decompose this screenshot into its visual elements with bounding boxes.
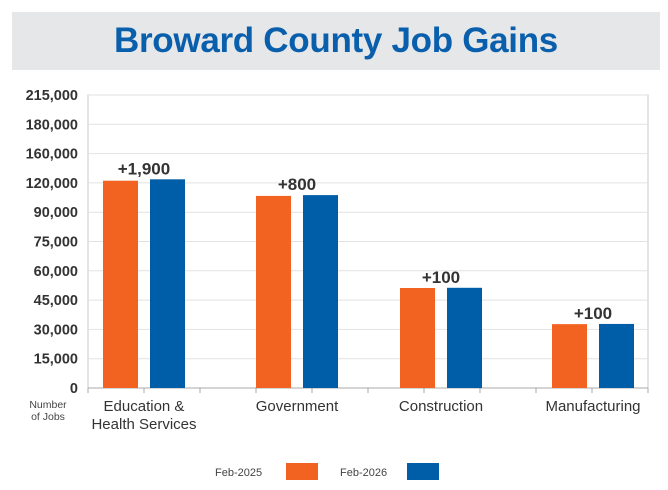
y-tick-label: 90,000 bbox=[34, 205, 78, 221]
legend-label: Feb-2026 bbox=[340, 467, 387, 479]
y-tick-label: 120,000 bbox=[26, 176, 78, 192]
category-label: Construction bbox=[399, 398, 483, 415]
bar-feb-2026-1 bbox=[303, 195, 338, 388]
data-label: +100 bbox=[422, 268, 460, 287]
category-label: Health Services bbox=[91, 416, 196, 433]
category-label: Education & bbox=[104, 398, 185, 415]
y-tick-label: 45,000 bbox=[34, 293, 78, 309]
y-tick-label: 160,000 bbox=[26, 147, 78, 163]
category-label: Government bbox=[256, 398, 339, 415]
data-label: +100 bbox=[574, 304, 612, 323]
legend-swatch bbox=[286, 463, 318, 480]
bar-feb-2025-1 bbox=[256, 195, 291, 388]
y-tick-label: 215,000 bbox=[26, 88, 78, 104]
legend-swatch bbox=[407, 463, 439, 480]
chart-title: Broward County Job Gains bbox=[114, 21, 558, 60]
data-label: +800 bbox=[278, 175, 316, 194]
legend-label: Feb-2025 bbox=[215, 467, 262, 479]
y-tick-label: 75,000 bbox=[34, 235, 78, 251]
bar-feb-2026-0 bbox=[150, 179, 185, 388]
y-tick-label: 15,000 bbox=[34, 352, 78, 368]
y-tick-label: 180,000 bbox=[26, 117, 78, 133]
data-label: +1,900 bbox=[118, 159, 170, 178]
title-bar: Broward County Job Gains bbox=[12, 12, 660, 70]
bar-feb-2026-2 bbox=[447, 287, 482, 388]
y-axis-label-line1: Number bbox=[29, 399, 67, 411]
bar-feb-2026-3 bbox=[599, 323, 634, 388]
bar-feb-2025-2 bbox=[400, 287, 435, 388]
y-tick-label: 60,000 bbox=[34, 264, 78, 280]
y-axis-label-line2: of Jobs bbox=[31, 411, 65, 423]
bar-feb-2025-3 bbox=[552, 324, 587, 388]
category-label: Manufacturing bbox=[545, 398, 640, 415]
bar-feb-2025-0 bbox=[103, 180, 138, 388]
y-tick-label: 0 bbox=[70, 381, 78, 397]
y-tick-label: 30,000 bbox=[34, 322, 78, 338]
